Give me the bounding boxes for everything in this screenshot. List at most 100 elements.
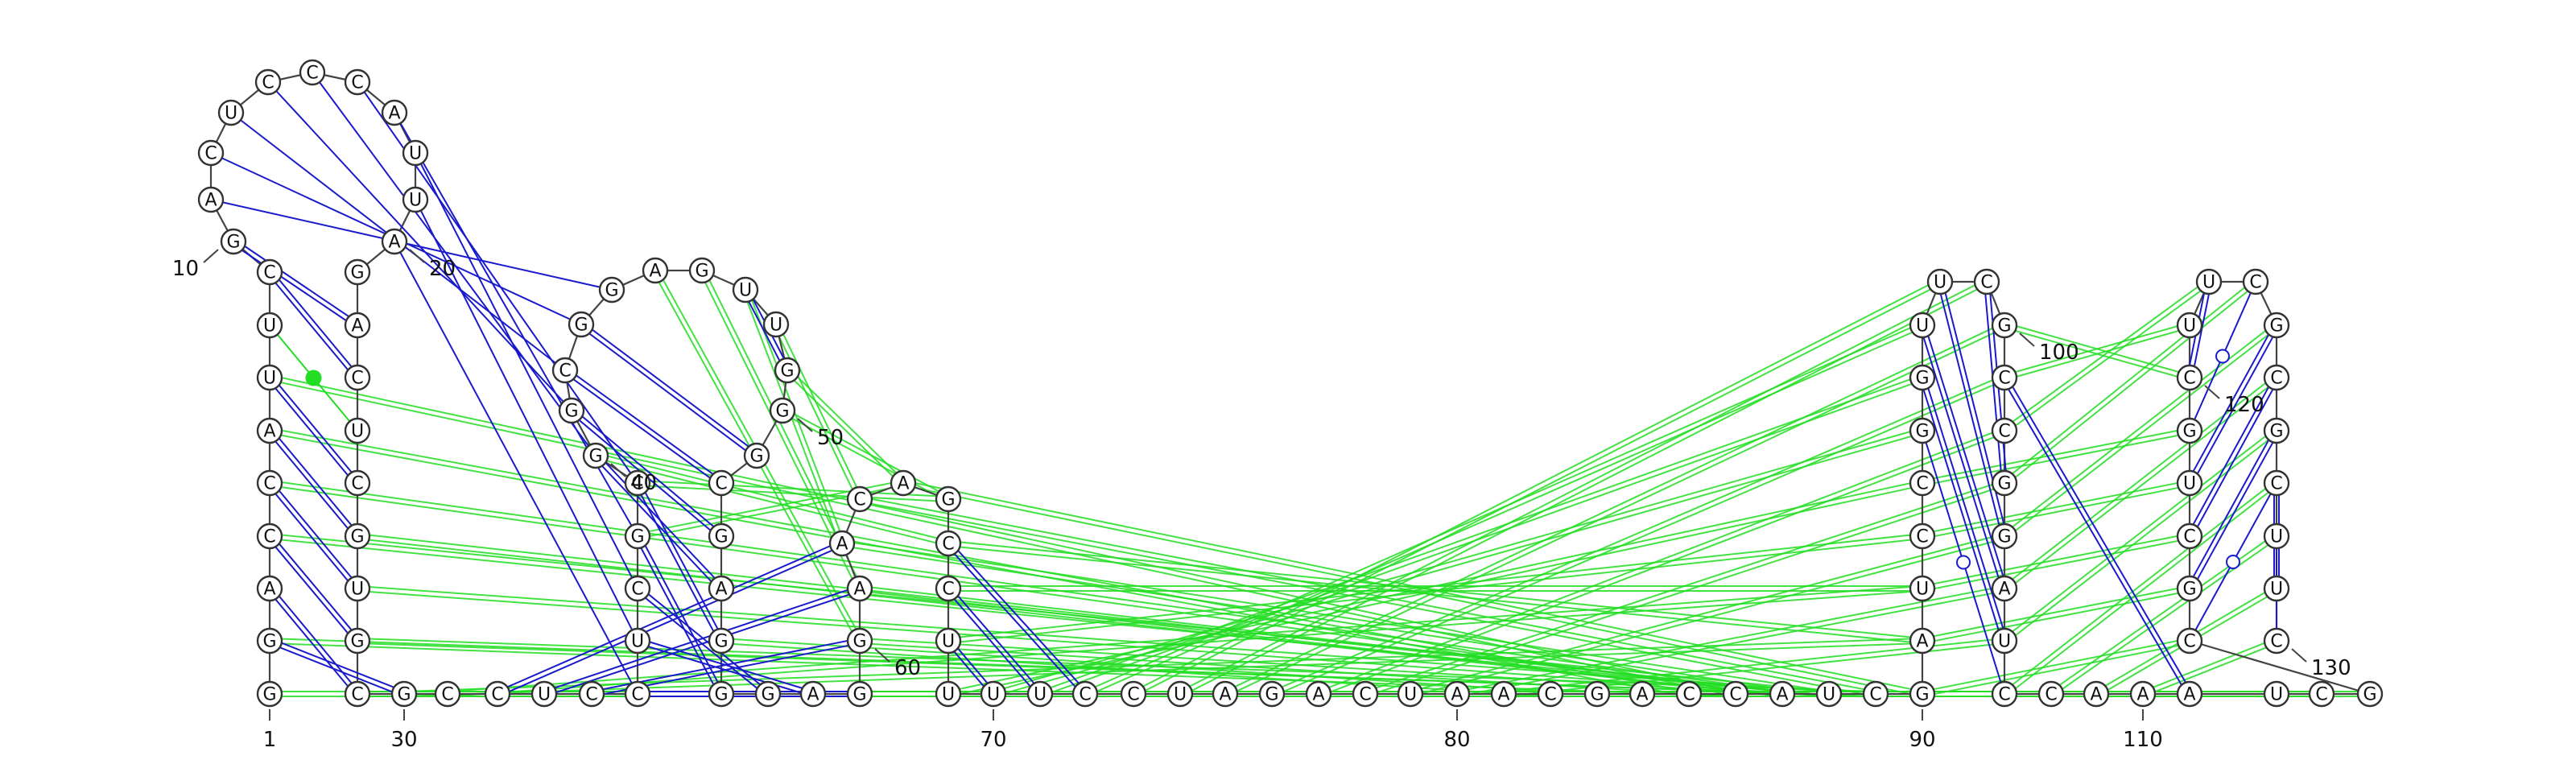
base-pair-line [1919,325,2004,590]
tertiary-interaction-line [637,484,948,502]
nucleotide-base-label: C [263,527,275,547]
nucleotide-base-label: A [1497,685,1509,705]
nucleotide-circle [2176,680,2203,708]
nucleotide: U [2176,312,2203,339]
nucleotide-base-label: C [1544,685,1556,705]
tertiary-interaction-line [773,324,859,501]
nucleotide-base-label: G [262,632,276,652]
nucleotide-base-label: G [941,490,955,510]
nucleotide-circle [1722,680,1749,708]
nucleotide-circle [1352,680,1379,708]
nucleotide-circle [381,99,408,126]
nucleotide-base-label: G [262,685,276,705]
nucleotide-base-label: C [263,263,275,283]
nucleotide-base-label: A [836,535,848,555]
nucleotide: A [1305,680,1332,708]
base-pair-line [497,544,844,697]
nucleotide: G [344,522,371,550]
nucleotide-circle [256,417,283,444]
nucleotide: A [828,530,856,557]
nucleotide: C [935,530,962,557]
nucleotide-circle [2083,680,2110,708]
tertiary-interaction-line [2005,378,2279,592]
nucleotide: C [846,485,873,513]
nucleotide-circle [598,276,625,304]
nucleotide: A [344,312,371,339]
tertiary-interaction-line [2005,326,2279,539]
nucleotide: C [2037,680,2065,708]
nucleotide: G [624,522,651,550]
nucleotide: A [1212,680,1239,708]
nucleotide: A [197,186,225,213]
nucleotide-circle [1443,680,1471,708]
position-number-label: 50 [817,426,844,450]
nucleotide-base-label: U [2270,685,2283,705]
nucleotide-circle [197,139,225,167]
nucleotide: C [1120,680,1147,708]
nucleotide: U [624,627,651,655]
position-number-label: 90 [1909,728,1935,752]
nucleotide-circle [1991,575,2018,602]
nucleotide-circle [256,522,283,550]
nucleotide-circle [1166,680,1194,708]
nucleotide: C [197,139,225,167]
nucleotide-circle [890,469,917,497]
nucleotide-base-label: G [2363,685,2376,705]
nucleotide-circle [582,442,609,469]
nucleotide-circle [2263,312,2290,339]
pseudoknot-line [357,81,638,484]
nucleotide: C [344,680,371,708]
nucleotide-circle [2263,680,2290,708]
nucleotide-circle [1991,364,2018,391]
nucleotide-base-label: C [1079,685,1091,705]
nucleotide-circle [1926,268,1954,295]
nucleotide-circle [344,312,371,339]
nucleotide: A [1443,680,1471,708]
nucleotide: G [769,397,796,424]
nucleotide-base-label: U [263,316,276,337]
nucleotide: C [1991,364,2018,391]
nucleotide-circle [2263,575,2290,602]
nucleotide: C [2242,268,2269,295]
nucleotide-base-label: U [942,632,955,652]
nucleotide-base-label: G [1997,474,2011,494]
nucleotide-base-label: U [409,191,422,211]
nucleotide: G [846,627,873,655]
nucleotide: G [390,680,418,708]
nucleotide: A [1629,680,1656,708]
pseudoknot-line [415,199,638,642]
nucleotide: U [1909,575,1936,602]
nucleotide: C [708,469,735,497]
nucleotide-circle [530,680,558,708]
tertiary-interaction-line [1922,537,2190,592]
base-pair-line [742,290,786,372]
nucleotide: U [2263,575,2290,602]
nucleotide: C [344,68,371,96]
nucleotide-base-label: C [262,73,274,93]
nucleotide-base-label: G [775,402,789,422]
position-tick [2291,648,2307,663]
nucleotide-circle [2129,680,2157,708]
nucleotide: C [254,68,282,96]
tertiary-interaction-line [269,432,1689,697]
base-pair-line [634,536,720,696]
nucleotide: C [1991,417,2018,444]
nucleotide-circle [344,680,371,708]
nucleotide-base-label: C [491,685,503,705]
nucleotide: A [890,469,917,497]
nucleotide-circle [256,469,283,497]
nucleotide-base-label: U [942,685,955,705]
tertiary-interaction-line [595,456,948,547]
nucleotide: G [708,522,735,550]
base-pair-line [231,242,357,328]
nucleotide: G [1258,680,1286,708]
tertiary-interaction-line [1180,283,1988,697]
position-tick [797,418,813,432]
nucleotide-base-label: G [714,527,728,547]
nucleotide-base-label: A [897,474,909,494]
tertiary-interaction-line [2004,326,2191,381]
nucleotide-base-label: C [1916,527,1928,547]
nucleotide-base-label: C [942,535,954,555]
pseudoknot-line [394,241,638,695]
nucleotide-base-label: G [714,632,728,652]
